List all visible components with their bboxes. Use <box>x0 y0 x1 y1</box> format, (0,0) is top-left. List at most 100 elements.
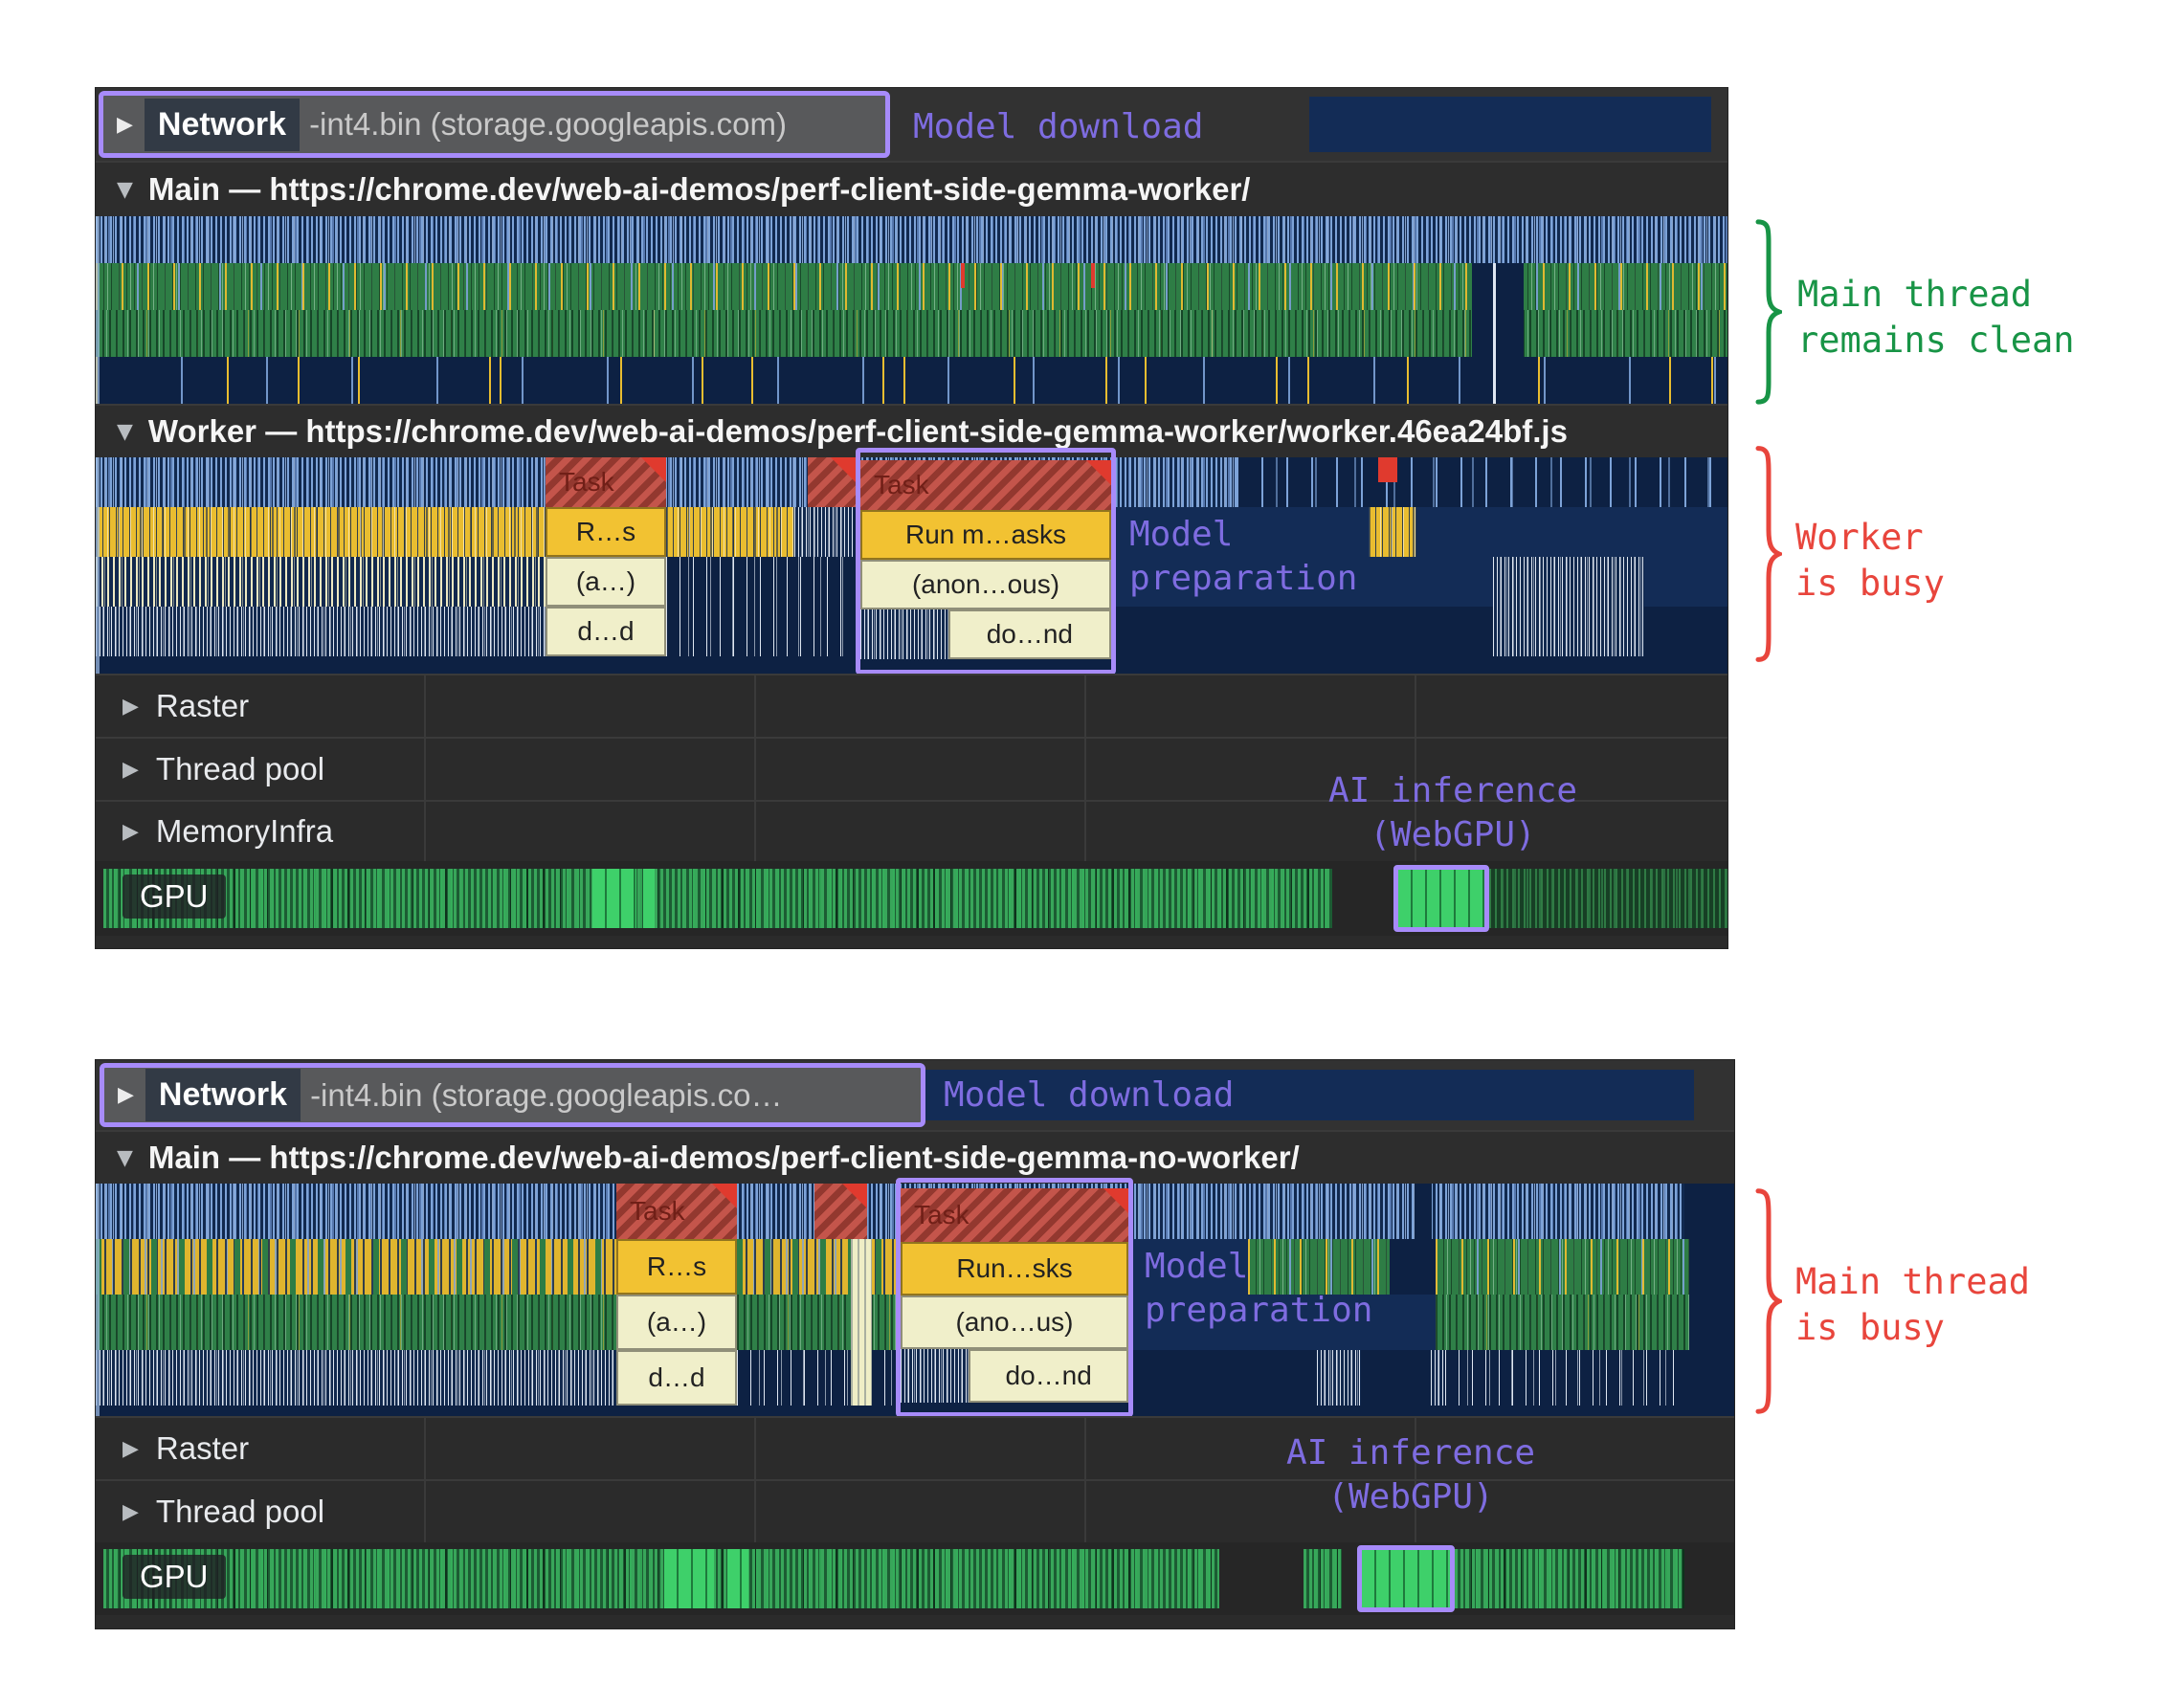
track-edge-strip <box>96 457 100 674</box>
main-track-header[interactable]: ▼ Main — https://chrome.dev/web-ai-demos… <box>96 1130 1734 1184</box>
network-highlight-box[interactable]: ▶ Network -int4.bin (storage.googleapis.… <box>100 1063 925 1127</box>
raster-expander-icon[interactable]: ▶ <box>123 694 139 719</box>
flame-segment <box>737 1295 896 1350</box>
gpu-track-label: GPU <box>123 1555 226 1599</box>
network-activity-bar <box>921 1070 1694 1120</box>
flame-event[interactable]: Run m…asks <box>860 510 1111 560</box>
gpu-activity <box>1489 869 1727 928</box>
flame-segment <box>96 216 1727 263</box>
worker-flame-chart: Task R…s (a…) d…d Task Run m…asks (anon…… <box>96 448 1727 675</box>
long-task-bar[interactable]: Task <box>546 457 666 507</box>
flame-event-label: (a…) <box>646 1307 707 1337</box>
main-expander-icon[interactable]: ▼ <box>117 177 133 202</box>
gpu-activity-burst <box>592 869 636 928</box>
model-preparation-annotation: Model preparation <box>1129 515 1358 598</box>
task-group[interactable]: Task R…s (a…) d…d <box>546 457 666 656</box>
network-track-label[interactable]: Network <box>145 1069 301 1121</box>
flame-event[interactable]: do…nd <box>969 1349 1128 1403</box>
network-request-label: -int4.bin (storage.googleapis.com) <box>309 106 787 142</box>
flame-segment <box>1237 457 1727 507</box>
task-label: Task <box>630 1196 685 1226</box>
flame-segment <box>96 607 546 656</box>
flame-event-row: do…nd <box>860 609 1111 659</box>
flame-event[interactable]: (a…) <box>616 1295 737 1350</box>
long-task-corner-icon <box>1103 1188 1128 1213</box>
raster-track[interactable]: ▶ Raster <box>96 1416 1734 1479</box>
raster-expander-icon[interactable]: ▶ <box>123 1436 139 1461</box>
flame-segment <box>96 1239 616 1295</box>
flame-event[interactable]: (a…) <box>546 557 666 607</box>
flame-event-row: do…nd <box>901 1349 1128 1403</box>
gpu-activity <box>103 869 1332 928</box>
thread-pool-track-label: Thread pool <box>155 1494 325 1529</box>
network-expander-icon[interactable]: ▶ <box>118 1083 134 1107</box>
thread-pool-expander-icon[interactable]: ▶ <box>123 1499 139 1524</box>
main-track-title: Main — https://chrome.dev/web-ai-demos/p… <box>147 171 1251 207</box>
long-task-corner-icon <box>1086 460 1111 485</box>
raster-track[interactable]: ▶ Raster <box>96 674 1727 737</box>
task-group[interactable]: Task R…s (a…) d…d <box>616 1184 737 1406</box>
flame-event[interactable]: Run…sks <box>901 1242 1128 1295</box>
main-thread-flame-chart: Task R…s (a…) d…d Task Run…sks (ano…us) … <box>96 1178 1734 1417</box>
thread-pool-track-label: Thread pool <box>155 751 325 786</box>
flame-segment <box>794 507 854 557</box>
flame-segment <box>666 607 854 656</box>
flame-event[interactable]: R…s <box>616 1239 737 1295</box>
network-track-row: ▶ Network -int4.bin (storage.googleapis.… <box>96 88 1727 161</box>
gpu-track: GPU <box>96 861 1727 936</box>
flame-event[interactable]: d…d <box>546 607 666 656</box>
flame-event-label: do…nd <box>1005 1361 1092 1390</box>
flame-idle-gap <box>1415 1184 1432 1239</box>
flame-segment <box>96 310 1727 357</box>
flame-segment <box>96 263 1727 310</box>
long-task-bar[interactable]: Task <box>616 1184 737 1239</box>
flame-event[interactable]: d…d <box>616 1350 737 1406</box>
long-task-bar[interactable] <box>814 1184 867 1239</box>
network-highlight-box[interactable]: ▶ Network -int4.bin (storage.googleapis.… <box>99 91 890 158</box>
highlighted-task-group[interactable]: Task Run m…asks (anon…ous) do…nd <box>856 448 1116 675</box>
flame-event[interactable]: do…nd <box>947 609 1111 659</box>
worker-track-header[interactable]: ▼ Worker — https://chrome.dev/web-ai-dem… <box>96 404 1727 457</box>
flame-segment <box>666 507 794 557</box>
flame-segment <box>96 1350 616 1406</box>
long-task-bar[interactable]: Task <box>901 1188 1128 1242</box>
flame-event-label: R…s <box>575 517 636 546</box>
task-label: Task <box>874 470 929 499</box>
memory-infra-track[interactable]: ▶ MemoryInfra <box>96 800 1727 861</box>
network-request-label: -int4.bin (storage.googleapis.co… <box>310 1076 783 1113</box>
network-expander-icon[interactable]: ▶ <box>117 112 133 137</box>
flame-event-label: Run m…asks <box>904 520 1067 549</box>
worker-expander-icon[interactable]: ▼ <box>117 419 133 444</box>
long-task-corner-icon <box>842 1184 867 1208</box>
long-task-corner-icon <box>641 457 666 482</box>
gpu-inference-highlight-box <box>1357 1545 1455 1612</box>
long-task-bar[interactable]: Task <box>860 460 1111 510</box>
flame-segment <box>851 1239 872 1406</box>
flame-event-label: (a…) <box>575 566 636 596</box>
long-task-marker <box>1378 457 1397 482</box>
highlighted-task-group[interactable]: Task Run…sks (ano…us) do…nd <box>896 1178 1133 1417</box>
thread-pool-expander-icon[interactable]: ▶ <box>123 757 139 782</box>
brace-icon <box>1753 1186 1782 1416</box>
thread-pool-track[interactable]: ▶ Thread pool <box>96 737 1727 800</box>
flame-segment <box>1369 507 1416 557</box>
main-track-header[interactable]: ▼ Main — https://chrome.dev/web-ai-demos… <box>96 161 1727 216</box>
memory-infra-expander-icon[interactable]: ▶ <box>123 819 139 844</box>
flame-event[interactable]: (anon…ous) <box>860 560 1111 609</box>
model-preparation-annotation: Model preparation <box>1145 1247 1373 1330</box>
long-task-bar[interactable] <box>808 457 856 507</box>
model-download-annotation: Model download <box>913 107 1204 146</box>
brace-icon <box>1753 218 1782 406</box>
flame-segment <box>1493 557 1644 607</box>
flame-event[interactable]: (ano…us) <box>901 1295 1128 1349</box>
main-expander-icon[interactable]: ▼ <box>117 1145 133 1170</box>
ai-inference-annotation: AI inference (WebGPU) <box>1285 1433 1536 1517</box>
gpu-activity-burst <box>643 869 655 928</box>
network-track-label[interactable]: Network <box>144 98 301 151</box>
flame-segment <box>96 1184 1684 1239</box>
thread-pool-track[interactable]: ▶ Thread pool <box>96 1479 1734 1542</box>
gpu-activity <box>1304 1549 1342 1608</box>
flame-event[interactable]: R…s <box>546 507 666 557</box>
flame-event-label: do…nd <box>986 619 1073 649</box>
flame-segment <box>1493 263 1496 404</box>
